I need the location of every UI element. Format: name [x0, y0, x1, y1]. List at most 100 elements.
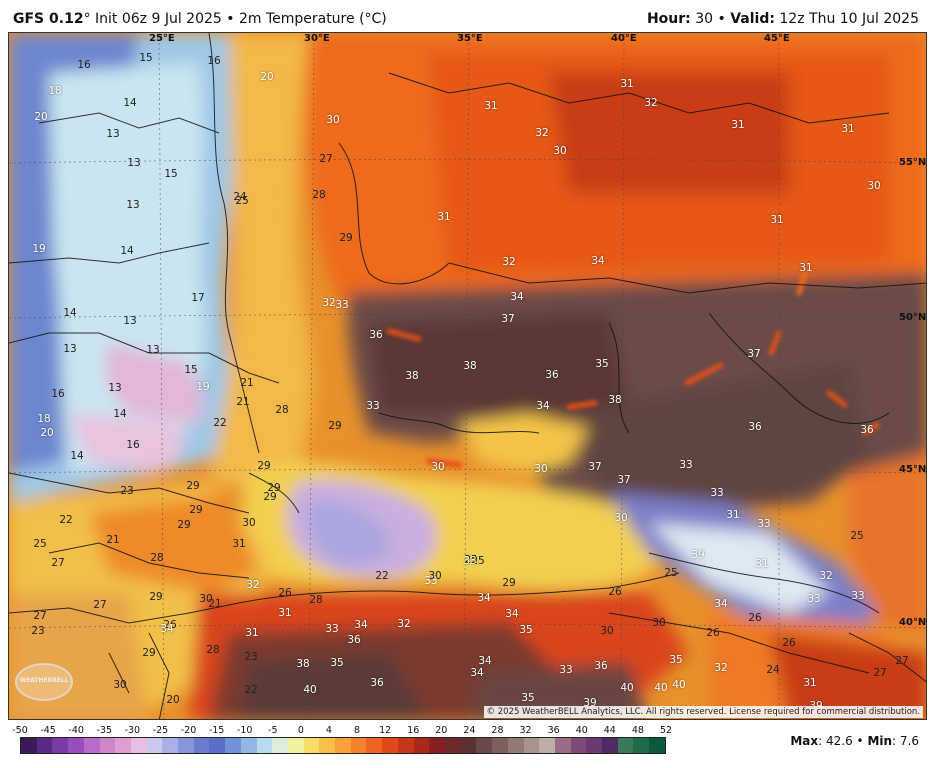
- temperature-label: 18: [48, 85, 62, 97]
- temperature-label: 33: [757, 518, 771, 530]
- colorbar-segment: [256, 738, 273, 753]
- temperature-label: 30: [428, 570, 442, 582]
- temperature-label: 30: [600, 625, 614, 637]
- temperature-label: 27: [873, 667, 887, 679]
- temperature-label: 13: [126, 199, 140, 211]
- temperature-label: 36: [370, 677, 384, 689]
- temperature-label: 31: [799, 262, 813, 274]
- colorbar-segment: [413, 738, 430, 753]
- temperature-label: 20: [166, 694, 180, 706]
- colorbar-segment: [350, 738, 367, 753]
- temperature-label: 28: [150, 552, 164, 564]
- temperature-label: 31: [245, 627, 259, 639]
- temperature-label: 30: [326, 114, 340, 126]
- temperature-label: 40: [620, 682, 634, 694]
- colorbar-segment: [303, 738, 320, 753]
- temperature-label: 40: [303, 684, 317, 696]
- temperature-label: 27: [33, 610, 47, 622]
- temperature-label: 16: [77, 59, 91, 71]
- colorbar-segment: [52, 738, 69, 753]
- colorbar-tick: -30: [124, 725, 141, 736]
- temperature-map[interactable]: 16 15 16 18 20 14 20 13 13 15 13 19 14 17 14 13 13 13 15 16…: [8, 32, 927, 720]
- temperature-label: 32: [322, 297, 336, 309]
- colorbar-tick: 16: [407, 725, 420, 736]
- temperature-label: 20: [260, 71, 274, 83]
- temperature-label: 14: [70, 450, 84, 462]
- colorbar-tick: 32: [519, 725, 532, 736]
- temperature-label: 29: [142, 647, 156, 659]
- init-and-field: ° Init 06z 9 Jul 2025 • 2m Temperature (…: [83, 11, 387, 27]
- max-min-stats: Max: 42.6 • Min: 7.6: [790, 734, 919, 748]
- latitude-label-40n: 40°N: [899, 617, 927, 628]
- temperature-label: 29: [267, 482, 281, 494]
- temperature-label: 25: [664, 567, 678, 579]
- map-title: GFS 0.12° Init 06z 9 Jul 2025 • 2m Tempe…: [13, 11, 387, 27]
- temperature-label: 34: [714, 598, 728, 610]
- colorbar-segment: [335, 738, 351, 753]
- temperature-label: 15: [164, 168, 178, 180]
- temperature-label: 13: [108, 382, 122, 394]
- temperature-label: 21: [240, 377, 254, 389]
- temperature-label: 26: [782, 637, 796, 649]
- temperature-label: 13: [123, 315, 137, 327]
- temperature-label: 27: [319, 153, 333, 165]
- temperature-label: 26: [608, 586, 622, 598]
- colorbar-tick: 40: [575, 725, 588, 736]
- temperature-label: 32: [819, 570, 833, 582]
- temperature-label: 25: [471, 555, 485, 567]
- colorbar-segment: [460, 738, 477, 753]
- colorbar-segment: [570, 738, 587, 753]
- colorbar-segment: [240, 738, 257, 753]
- colorbar-tick: -40: [68, 725, 84, 736]
- colorbar-tick: -10: [236, 725, 253, 736]
- colorbar-segment: [162, 738, 179, 753]
- colorbar-segment: [586, 738, 603, 753]
- temperature-label: 31: [278, 607, 292, 619]
- temperature-label: 16: [207, 55, 221, 67]
- temperature-label: 38: [608, 394, 622, 406]
- temperature-label: 14: [123, 97, 137, 109]
- temperature-label: 36: [860, 424, 874, 436]
- temperature-label: 38: [296, 658, 310, 670]
- temperature-label: 19: [196, 381, 210, 393]
- temperature-label: 14: [113, 408, 127, 420]
- temperature-label: 33: [325, 623, 339, 635]
- temperature-label: 34: [536, 400, 550, 412]
- colorbar-tick: 48: [631, 725, 644, 736]
- longitude-label-35e: 35°E: [457, 33, 483, 44]
- colorbar-tick: 44: [603, 725, 616, 736]
- temperature-label: 24: [766, 664, 780, 676]
- temperature-label: 23: [120, 485, 134, 497]
- temperature-label: 34: [160, 623, 174, 635]
- temperature-label: 21: [106, 534, 120, 546]
- colorbar-ticks: -50 -45 -40 -35 -30 -25 -20 -15 -10 -5 0 4 8 12 16 20 24…: [12, 725, 672, 737]
- temperature-label: 29: [189, 504, 203, 516]
- colorbar-segment: [68, 738, 84, 753]
- min-label: Min: [867, 734, 893, 748]
- colorbar-segment: [21, 738, 37, 753]
- temperature-label: 32: [397, 618, 411, 630]
- colorbar-tick: 12: [379, 725, 392, 736]
- temperature-label: 28: [206, 644, 220, 656]
- temperature-label: 15: [139, 52, 153, 64]
- latitude-label-45n: 45°N: [899, 464, 927, 475]
- temperature-label: 32: [535, 127, 549, 139]
- temperature-label: 20: [40, 427, 54, 439]
- colorbar-segment: [397, 738, 414, 753]
- colorbar-segment: [366, 738, 383, 753]
- colorbar-segment: [146, 738, 163, 753]
- temperature-label: 28: [312, 189, 326, 201]
- longitude-label-25e: 25°E: [149, 33, 175, 44]
- temperature-label: 23: [244, 651, 258, 663]
- colorbar-segment: [617, 738, 634, 753]
- colorbar-segment: [272, 738, 288, 753]
- max-value: : 42.6 •: [818, 734, 868, 748]
- colorbar-tick: -20: [180, 725, 197, 736]
- temperature-label: 26: [706, 627, 720, 639]
- temperature-label: 19: [32, 243, 46, 255]
- colorbar-tick: -45: [40, 725, 56, 736]
- temperature-label: 25: [464, 554, 478, 566]
- colorbar-segment: [444, 738, 461, 753]
- temperature-label: 22: [59, 514, 73, 526]
- latitude-label-50n: 50°N: [899, 312, 927, 323]
